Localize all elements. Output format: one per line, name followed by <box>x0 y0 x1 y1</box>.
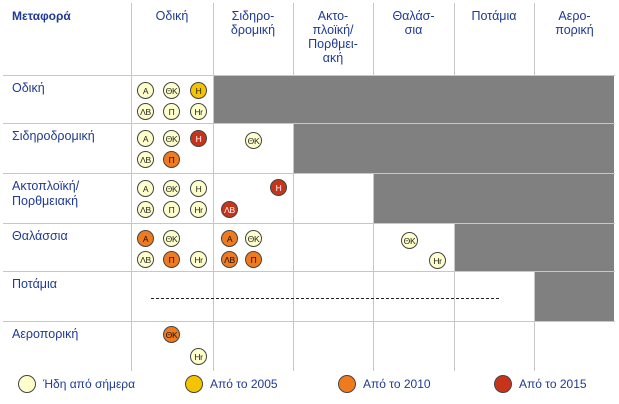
badge: Π <box>163 151 180 168</box>
legend-label: Από το 2010 <box>363 377 431 391</box>
badge: ΘΚ <box>163 180 180 197</box>
corner-header: Μεταφορά <box>12 9 71 23</box>
circle-icon <box>338 375 356 393</box>
badge: ΛΒ <box>221 251 238 268</box>
badge: ΘΚ <box>163 130 180 147</box>
legend-item-2015: Από το 2015 <box>494 375 587 393</box>
blocked-cell <box>294 124 614 173</box>
col-header-rail: Σιδηρο- δρομική <box>230 9 276 37</box>
badge: ΛΒ <box>137 251 154 268</box>
badge: Η <box>270 179 287 196</box>
grid-line <box>3 75 615 76</box>
badge: ΘΚ <box>245 132 262 149</box>
badge: ΘΚ <box>163 326 180 343</box>
legend-label: Ήδη από σήμερα <box>43 377 136 391</box>
grid-line <box>3 321 615 322</box>
legend-label: Από το 2005 <box>210 377 278 391</box>
badge: Η <box>190 82 207 99</box>
col-header-sea: Θαλάσ- σια <box>392 9 435 37</box>
circle-icon <box>494 375 512 393</box>
badge: Η <box>190 180 207 197</box>
blocked-cell <box>214 76 614 123</box>
badge: Π <box>163 103 180 120</box>
row-header-road: Οδική <box>12 81 45 95</box>
legend-item-2010: Από το 2010 <box>338 375 431 393</box>
blocked-cell <box>374 174 614 223</box>
dashed-separator <box>151 298 499 299</box>
badge: Α <box>137 82 154 99</box>
badge: Π <box>245 251 262 268</box>
grid-line <box>3 123 615 124</box>
grid-line <box>373 3 374 371</box>
badge: Ηr <box>190 251 207 268</box>
circle-icon <box>185 375 203 393</box>
badge: Π <box>163 251 180 268</box>
badge: Ηr <box>190 348 207 365</box>
badge: ΘΚ <box>401 232 418 249</box>
grid-line <box>3 223 615 224</box>
badge: ΘΚ <box>163 82 180 99</box>
row-header-air: Αεροπορική <box>12 327 79 341</box>
grid-line <box>131 3 132 371</box>
row-header-rail: Σιδηροδρομική <box>12 129 95 143</box>
row-header-river: Ποτάμια <box>12 277 57 291</box>
col-header-ferry: Ακτο- πλοϊκή/ Πορθμει- ακή <box>308 9 358 65</box>
blocked-cell <box>455 224 614 271</box>
badge: Α <box>137 180 154 197</box>
badge: ΘΚ <box>245 230 262 247</box>
legend-label: Από το 2015 <box>519 377 587 391</box>
col-header-river: Ποτάμια <box>471 9 517 23</box>
badge: Η <box>190 130 207 147</box>
legend-item-today: Ήδη από σήμερα <box>18 375 135 393</box>
badge: Α <box>137 230 154 247</box>
badge: Π <box>163 201 180 218</box>
row-header-sea: Θαλάσσια <box>12 229 68 243</box>
badge: ΛΒ <box>137 103 154 120</box>
badge: Α <box>221 230 238 247</box>
col-header-air: Αερο- πορική <box>555 9 594 37</box>
badge: Α <box>137 130 154 147</box>
col-header-road: Οδική <box>155 9 189 23</box>
grid-line <box>293 3 294 371</box>
interoperability-matrix: Μεταφορά Οδική Σιδηρο- δρομική Ακτο- πλο… <box>3 3 615 371</box>
grid-line <box>213 3 214 371</box>
badge: Ηr <box>190 103 207 120</box>
badge: ΛΒ <box>137 201 154 218</box>
grid-line <box>3 173 615 174</box>
badge: Ηr <box>190 201 207 218</box>
legend-item-2005: Από το 2005 <box>185 375 278 393</box>
grid-line <box>3 271 615 272</box>
row-header-ferry: Ακτοπλοϊκή/ Πορθμειακή <box>12 179 80 208</box>
badge: ΛΒ <box>221 201 238 218</box>
badge: ΘΚ <box>163 230 180 247</box>
badge: ΛΒ <box>137 151 154 168</box>
blocked-cell <box>535 272 614 321</box>
circle-icon <box>18 375 36 393</box>
legend: Ήδη από σήμερα Από το 2005 Από το 2010 Α… <box>0 372 619 402</box>
badge: Ηr <box>429 252 446 269</box>
